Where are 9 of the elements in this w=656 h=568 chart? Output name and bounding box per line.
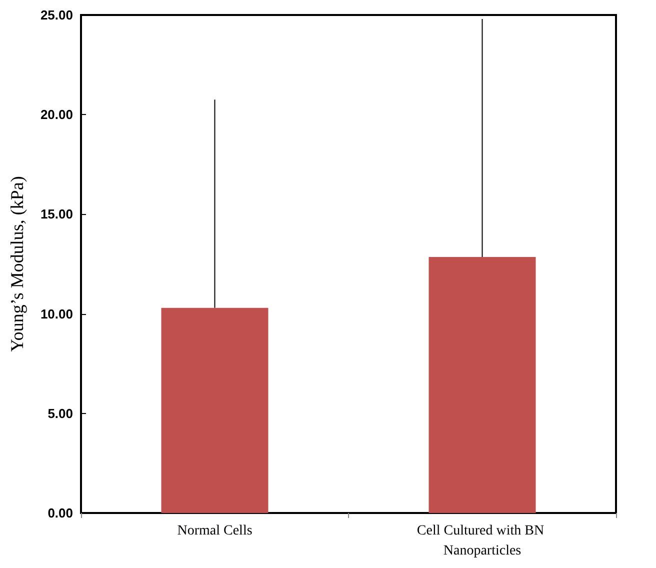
y-tick-label: 15.00 <box>40 206 73 222</box>
y-tick-label: 0.00 <box>48 506 73 520</box>
y-tick-label: 10.00 <box>40 306 73 322</box>
y-tick-label: 5.00 <box>48 406 73 421</box>
x-tick-label: Normal Cells <box>177 524 252 538</box>
y-tick-label: 20.00 <box>40 107 73 122</box>
x-tick-label: Cell Cultured with BN Nanoparticles <box>416 524 548 558</box>
y-tick-label: 25.00 <box>40 8 73 22</box>
y-axis-title: Young’s Modulus, (kPa) <box>7 176 27 352</box>
